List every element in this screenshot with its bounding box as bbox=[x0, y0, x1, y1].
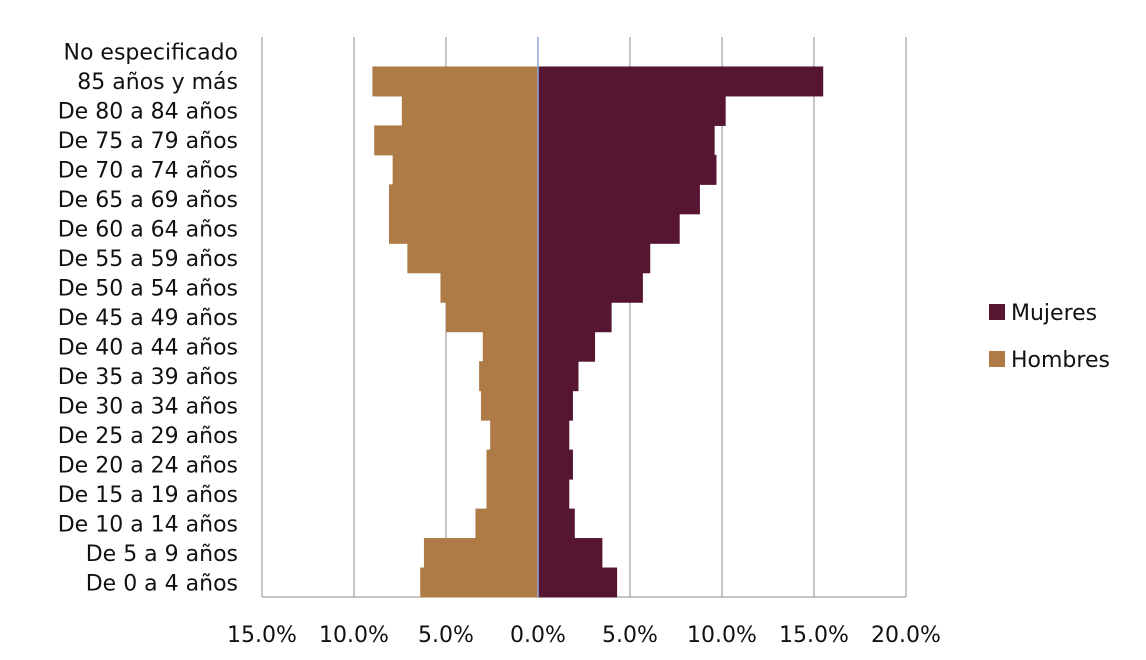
bar-hombres-12 bbox=[388, 213, 538, 244]
bars bbox=[372, 66, 824, 598]
bar-hombres-15 bbox=[374, 125, 538, 156]
bar-hombres-6 bbox=[480, 390, 538, 421]
bar-mujeres-1 bbox=[538, 538, 603, 569]
category-label-0: De 0 a 4 años bbox=[86, 571, 238, 596]
legend-label-hombres: Hombres bbox=[1011, 348, 1110, 373]
legend: Mujeres Hombres bbox=[989, 301, 1110, 373]
bar-hombres-4 bbox=[486, 449, 538, 480]
x-tick-label-5: 10.0% bbox=[687, 623, 757, 648]
legend-swatch-hombres bbox=[989, 351, 1005, 367]
x-tick-label-7: 20.0% bbox=[871, 623, 941, 648]
category-labels: De 0 a 4 años De 5 a 9 años De 10 a 14 año… bbox=[58, 41, 238, 597]
bar-hombres-5 bbox=[490, 420, 538, 451]
category-label-17: 85 años y más bbox=[77, 70, 238, 95]
bar-hombres-1 bbox=[423, 538, 538, 569]
category-label-5: De 25 a 29 años bbox=[58, 424, 238, 449]
bar-hombres-0 bbox=[420, 567, 538, 598]
bar-mujeres-2 bbox=[538, 508, 575, 539]
x-tick-label-4: 5.0% bbox=[602, 623, 658, 648]
bar-mujeres-17 bbox=[538, 66, 824, 97]
bar-mujeres-15 bbox=[538, 125, 715, 156]
category-label-18: No especificado bbox=[64, 41, 238, 66]
category-label-6: De 30 a 34 años bbox=[58, 394, 238, 419]
bar-hombres-3 bbox=[486, 479, 538, 510]
bar-hombres-7 bbox=[479, 361, 538, 392]
bar-mujeres-5 bbox=[538, 420, 570, 451]
legend-swatch-mujeres bbox=[989, 304, 1005, 320]
bar-mujeres-14 bbox=[538, 154, 717, 185]
x-tick-label-3: 0.0% bbox=[510, 623, 566, 648]
legend-label-mujeres: Mujeres bbox=[1011, 301, 1097, 326]
category-label-10: De 50 a 54 años bbox=[58, 277, 238, 302]
bar-hombres-17 bbox=[372, 66, 538, 97]
bar-mujeres-13 bbox=[538, 184, 700, 215]
x-tick-label-6: 15.0% bbox=[779, 623, 849, 648]
category-label-1: De 5 a 9 años bbox=[86, 542, 238, 567]
bar-mujeres-16 bbox=[538, 95, 726, 126]
category-label-9: De 45 a 49 años bbox=[58, 306, 238, 331]
bar-mujeres-4 bbox=[538, 449, 573, 480]
x-tick-label-1: 10.0% bbox=[319, 623, 389, 648]
bar-mujeres-10 bbox=[538, 272, 643, 303]
bar-hombres-2 bbox=[475, 508, 538, 539]
category-label-13: De 65 a 69 años bbox=[58, 188, 238, 213]
bar-mujeres-8 bbox=[538, 331, 596, 362]
category-label-4: De 20 a 24 años bbox=[58, 453, 238, 478]
category-label-7: De 35 a 39 años bbox=[58, 365, 238, 390]
bar-mujeres-7 bbox=[538, 361, 579, 392]
category-label-16: De 80 a 84 años bbox=[58, 100, 238, 125]
category-label-3: De 15 a 19 años bbox=[58, 483, 238, 508]
bar-hombres-8 bbox=[482, 331, 538, 362]
x-tick-labels: 15.0% 10.0% 5.0% 0.0% 5.0% 10.0% 15.0% 20.0% bbox=[227, 623, 941, 648]
category-label-2: De 10 a 14 años bbox=[58, 512, 238, 537]
bar-mujeres-0 bbox=[538, 567, 618, 598]
bar-hombres-13 bbox=[388, 184, 538, 215]
x-tick-label-2: 5.0% bbox=[418, 623, 474, 648]
bar-mujeres-12 bbox=[538, 213, 680, 244]
bar-mujeres-6 bbox=[538, 390, 573, 421]
x-tick-label-0: 15.0% bbox=[227, 623, 297, 648]
bar-hombres-11 bbox=[407, 243, 538, 274]
bar-hombres-10 bbox=[440, 272, 538, 303]
category-label-8: De 40 a 44 años bbox=[58, 335, 238, 360]
category-label-15: De 75 a 79 años bbox=[58, 129, 238, 154]
bar-mujeres-11 bbox=[538, 243, 651, 274]
bar-hombres-9 bbox=[446, 302, 538, 333]
category-label-14: De 70 a 74 años bbox=[58, 159, 238, 184]
bar-mujeres-3 bbox=[538, 479, 570, 510]
bar-hombres-14 bbox=[392, 154, 538, 185]
category-label-11: De 55 a 59 años bbox=[58, 247, 238, 272]
category-label-12: De 60 a 64 años bbox=[58, 218, 238, 243]
bar-hombres-16 bbox=[401, 95, 538, 126]
bar-mujeres-9 bbox=[538, 302, 612, 333]
